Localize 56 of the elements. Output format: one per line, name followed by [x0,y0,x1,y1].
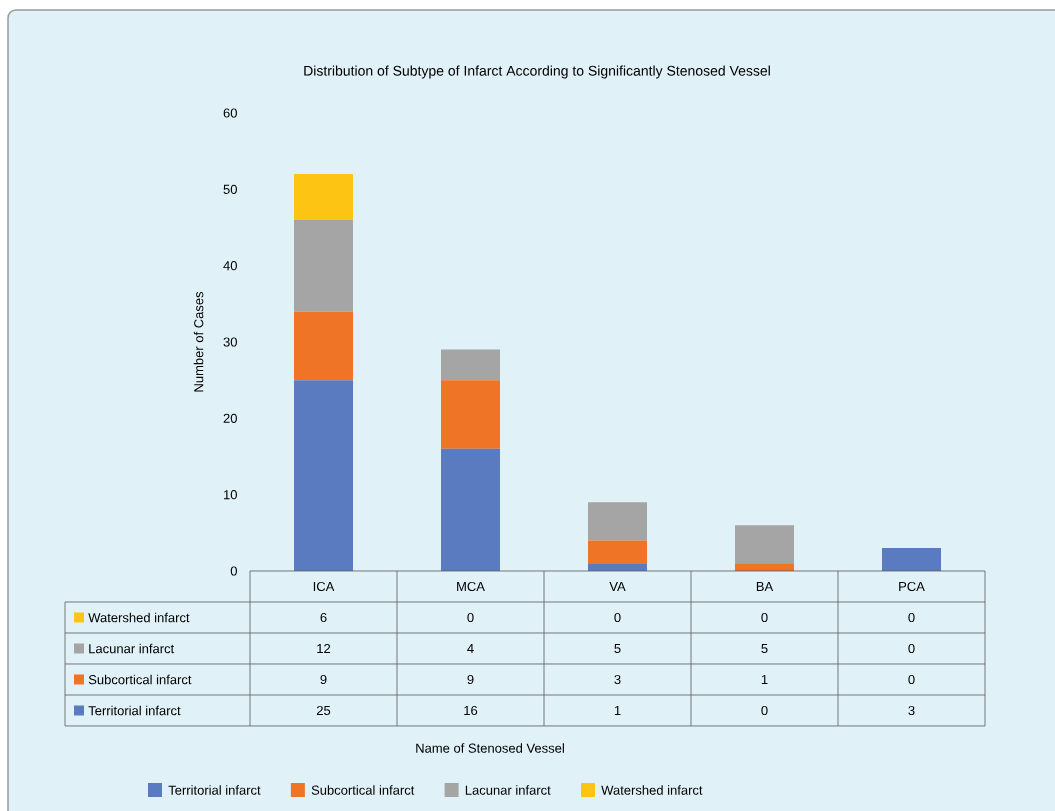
chart-title: Distribution of Subtype of Infarct According to Significantly Stenosed Vessel [304,65,770,79]
x-tick-label: BA [756,582,774,591]
legend-label: Territorial infarct [88,705,181,716]
data-label: 0 [908,643,915,654]
data-label: 1 [761,675,768,684]
bar [441,448,500,571]
y-tick-label: 20 [223,413,237,423]
text: Lacunar infarct [465,785,551,795]
bar [294,380,353,571]
y-tick-label: 0 [230,566,237,576]
data-label: 6 [320,612,327,623]
y-tick-label: 40 [223,261,237,271]
bar [588,502,647,541]
text: Territorial infarct [168,785,261,795]
legend-label: Lacunar infarct [89,643,175,654]
data-label: 0 [908,612,915,623]
x-tick-label: PCA [899,581,925,592]
x-tick-label: MCA [457,581,485,592]
legend-label: Subcortical infarct [88,674,192,685]
data-label: 5 [761,643,768,654]
bar [441,349,500,381]
data-label: 4 [467,644,474,653]
y-tick-label: 60 [223,108,237,118]
x-tick-label: VA [609,582,626,591]
legend-label: Watershed infarct [88,612,190,623]
text: Subcortical infarct [311,785,415,795]
data-label: 12 [317,643,331,654]
y-tick-label: 30 [223,337,237,347]
data-label: 3 [908,705,915,716]
text: Name of Stenosed Vessel [416,743,564,753]
bar [735,563,794,571]
data-label: 25 [316,705,331,716]
data-label: 9 [467,674,474,685]
data-label: 0 [908,674,915,685]
y-tick-label: 50 [223,184,237,194]
y-axis-title: Number of Cases [193,291,204,392]
data-label: 9 [320,674,327,685]
bar [441,380,500,449]
bar [881,548,941,571]
data-label: 1 [614,706,621,715]
x-tick-label: ICA [313,581,335,592]
bar [294,311,353,381]
bar [294,219,353,312]
bar [735,525,794,564]
bar [588,540,647,564]
data-label: 0 [614,612,621,623]
data-label: 5 [614,643,621,654]
bar [588,563,647,571]
data-label: 0 [761,705,768,716]
data-label: 16 [464,705,478,716]
y-tick-label: 10 [224,490,237,500]
data-label: 0 [761,612,768,623]
data-label: 0 [467,612,474,623]
data-label: 3 [614,674,621,685]
text: Watershed infarct [601,785,703,795]
bar [294,174,353,220]
